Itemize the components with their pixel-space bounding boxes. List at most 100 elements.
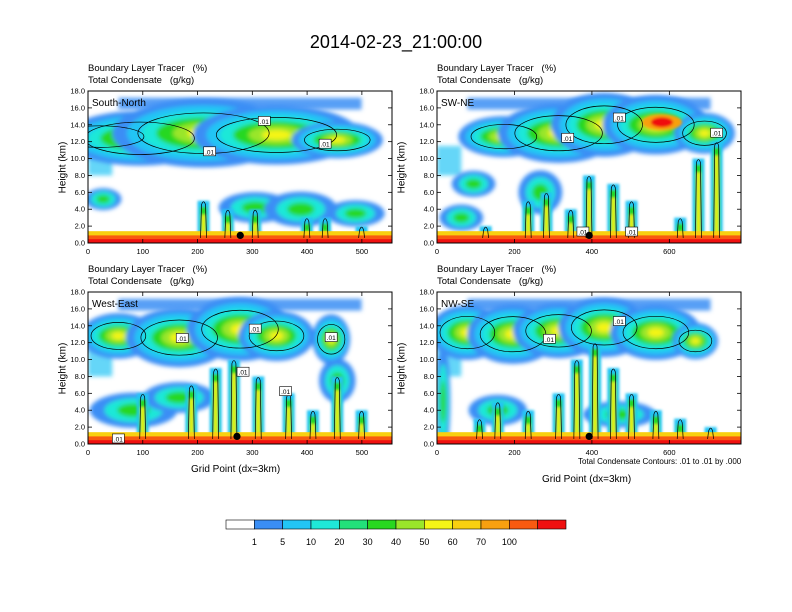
y-tick-label: 16.0 bbox=[419, 103, 434, 112]
y-tick-label: 10.0 bbox=[419, 355, 434, 364]
y-tick-label: 12.0 bbox=[70, 137, 85, 146]
y-tick-label: 2.0 bbox=[424, 423, 434, 432]
y-tick-label: 8.0 bbox=[75, 372, 85, 381]
panel-header-3: Boundary Layer Tracer (%) Total Condensa… bbox=[88, 264, 207, 288]
y-tick-label: 18.0 bbox=[419, 87, 434, 96]
y-tick-label: 4.0 bbox=[75, 205, 85, 214]
colorbar-swatch bbox=[339, 519, 368, 530]
x-tick-label: 0 bbox=[435, 448, 439, 457]
contour-label: .01 bbox=[327, 335, 336, 342]
panel-name: South-North bbox=[92, 98, 146, 109]
x-axis-label: Grid Point (dx=3km) bbox=[542, 474, 632, 485]
colorbar-label: 5 bbox=[280, 537, 285, 547]
contour-label: .01 bbox=[205, 149, 214, 156]
contour-label: .01 bbox=[321, 142, 330, 149]
contour-label-box bbox=[543, 333, 556, 344]
contour-label: .01 bbox=[627, 230, 636, 237]
y-tick-label: 12.0 bbox=[419, 338, 434, 347]
colorbar-label: 30 bbox=[363, 537, 373, 547]
contour-label: .01 bbox=[114, 436, 123, 443]
colorbar-label: 1 bbox=[252, 537, 257, 547]
y-tick-label: 6.0 bbox=[424, 188, 434, 197]
y-tick-label: 2.0 bbox=[75, 423, 85, 432]
cross-section-marker bbox=[233, 432, 241, 440]
y-tick-label: 0.0 bbox=[75, 239, 85, 248]
y-tick-label: 4.0 bbox=[424, 205, 434, 214]
colorbar-swatch bbox=[254, 519, 283, 530]
x-tick-label: 400 bbox=[301, 448, 314, 457]
cross-section-marker bbox=[585, 432, 593, 440]
y-tick-label: 6.0 bbox=[75, 188, 85, 197]
contour-label-box bbox=[175, 333, 189, 343]
panel-header-1: Boundary Layer Tracer (%) Total Condensa… bbox=[88, 63, 207, 87]
contour-label: .01 bbox=[712, 131, 721, 138]
cross-section-marker bbox=[585, 231, 593, 239]
plot-frame bbox=[436, 291, 742, 445]
colorbar-swatch bbox=[452, 519, 482, 530]
contour-label-box bbox=[236, 366, 250, 377]
y-tick-label: 2.0 bbox=[424, 222, 434, 231]
panel-name: West-East bbox=[92, 299, 138, 310]
y-tick-label: 18.0 bbox=[419, 288, 434, 297]
colorbar-swatch bbox=[537, 519, 567, 530]
y-tick-label: 4.0 bbox=[75, 406, 85, 415]
y-tick-label: 12.0 bbox=[419, 137, 434, 146]
plot-frame bbox=[436, 90, 742, 244]
page-title: 2014-02-23_21:00:00 bbox=[309, 32, 483, 52]
x-tick-label: 400 bbox=[586, 448, 599, 457]
contour-label-box bbox=[324, 332, 338, 342]
x-tick-label: 200 bbox=[191, 448, 204, 457]
header-tracer-label: Boundary Layer Tracer (%) bbox=[88, 264, 208, 275]
x-tick-label: 500 bbox=[356, 448, 369, 457]
x-tick-label: 0 bbox=[86, 448, 90, 457]
colorbar-label: 40 bbox=[391, 537, 401, 547]
colorbar-swatch bbox=[282, 519, 312, 530]
plot-frame bbox=[87, 90, 393, 244]
y-tick-label: 8.0 bbox=[424, 171, 434, 180]
header-tracer-label: Boundary Layer Tracer (%) bbox=[88, 63, 208, 74]
contour-label-box bbox=[318, 138, 332, 149]
colorbar: 1 5 10 20 30 40 50 60 70 100 bbox=[225, 519, 567, 547]
contour-label: .01 bbox=[260, 119, 269, 126]
cross-section-marker bbox=[236, 231, 244, 239]
condensate-contours bbox=[470, 105, 727, 238]
colorbar-swatch bbox=[225, 519, 255, 530]
panel-header-4: Boundary Layer Tracer (%) Total Condensa… bbox=[437, 264, 556, 288]
contour-label: .01 bbox=[178, 336, 187, 343]
contour-note: Total Condensate Contours: .01 to .01 by… bbox=[578, 457, 742, 466]
y-tick-label: 10.0 bbox=[419, 154, 434, 163]
x-tick-label: 0 bbox=[86, 247, 90, 256]
colorbar-label: 10 bbox=[306, 537, 316, 547]
contour-label: .01 bbox=[615, 319, 624, 326]
y-tick-label: 6.0 bbox=[75, 389, 85, 398]
contour-label: .01 bbox=[545, 337, 554, 344]
y-tick-label: 14.0 bbox=[419, 120, 434, 129]
colorbar-label: 50 bbox=[419, 537, 429, 547]
colorbar-label: 100 bbox=[502, 537, 517, 547]
contour-label-box bbox=[203, 146, 216, 157]
anvil-layer bbox=[88, 99, 385, 227]
condensate-contours bbox=[439, 309, 714, 439]
colorbar-swatch bbox=[424, 519, 453, 530]
colorbar-swatch bbox=[395, 519, 425, 530]
header-tracer-label: Boundary Layer Tracer (%) bbox=[437, 63, 557, 74]
contour-label-box bbox=[248, 323, 262, 334]
x-tick-label: 100 bbox=[137, 448, 150, 457]
x-tick-label: 200 bbox=[508, 448, 521, 457]
colorbar-label: 60 bbox=[448, 537, 458, 547]
y-tick-label: 0.0 bbox=[424, 440, 434, 449]
colorbar-swatch bbox=[310, 519, 340, 530]
panel-header-2: Boundary Layer Tracer (%) Total Condensa… bbox=[437, 63, 556, 87]
y-tick-label: 18.0 bbox=[70, 288, 85, 297]
header-condensate-label: Total Condensate (g/kg) bbox=[88, 75, 195, 86]
y-tick-label: 14.0 bbox=[419, 321, 434, 330]
colorbar-swatch bbox=[480, 519, 510, 530]
contour-label-box bbox=[561, 132, 575, 143]
header-condensate-label: Total Condensate (g/kg) bbox=[437, 276, 544, 287]
anvil-layer bbox=[439, 92, 735, 231]
colorbar-label: 20 bbox=[334, 537, 344, 547]
x-tick-label: 100 bbox=[137, 247, 150, 256]
header-tracer-label: Boundary Layer Tracer (%) bbox=[437, 264, 557, 275]
contour-label: .01 bbox=[563, 136, 572, 143]
